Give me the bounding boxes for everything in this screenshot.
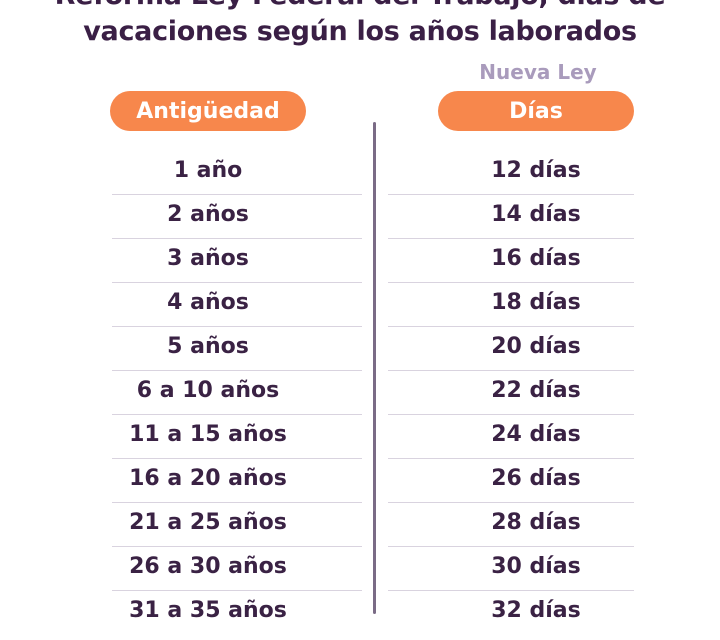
antiguedad-cell: 11 a 15 años xyxy=(129,422,287,447)
antiguedad-header: Antigüedad xyxy=(110,91,306,131)
row-separator xyxy=(388,414,634,415)
row-separator xyxy=(388,370,634,371)
antiguedad-cell: 26 a 30 años xyxy=(129,554,287,579)
table-row: 6 a 10 años 22 días xyxy=(0,369,720,415)
antiguedad-cell: 3 años xyxy=(167,246,249,271)
antiguedad-cell: 16 a 20 años xyxy=(129,466,287,491)
table-row: 1 año 12 días xyxy=(0,149,720,195)
table-row: 4 años 18 días xyxy=(0,281,720,327)
antiguedad-cell: 21 a 25 años xyxy=(129,510,287,535)
page-title: Reforma Ley Federal del Trabajo, días de… xyxy=(0,0,720,50)
row-separator xyxy=(112,326,362,327)
row-separator xyxy=(112,414,362,415)
row-separator xyxy=(112,370,362,371)
row-separator xyxy=(388,502,634,503)
dias-cell: 12 días xyxy=(491,158,581,183)
dias-cell: 18 días xyxy=(491,290,581,315)
dias-cell: 30 días xyxy=(491,554,581,579)
dias-cell: 32 días xyxy=(491,598,581,623)
row-separator xyxy=(112,238,362,239)
dias-cell: 20 días xyxy=(491,334,581,359)
table-row: 2 años 14 días xyxy=(0,193,720,239)
row-separator xyxy=(388,326,634,327)
antiguedad-cell: 1 año xyxy=(173,158,243,183)
antiguedad-cell: 4 años xyxy=(167,290,249,315)
column-divider xyxy=(373,122,376,614)
antiguedad-cell: 2 años xyxy=(167,202,249,227)
table-row: 11 a 15 años 24 días xyxy=(0,413,720,459)
row-separator xyxy=(388,238,634,239)
dias-header: Días xyxy=(438,91,634,131)
antiguedad-cell: 31 a 35 años xyxy=(129,598,287,623)
dias-cell: 22 días xyxy=(491,378,581,403)
table-row: 16 a 20 años 26 días xyxy=(0,457,720,503)
row-separator xyxy=(112,502,362,503)
row-separator xyxy=(388,282,634,283)
table-row: 3 años 16 días xyxy=(0,237,720,283)
row-separator xyxy=(112,458,362,459)
dias-cell: 14 días xyxy=(491,202,581,227)
dias-cell: 24 días xyxy=(491,422,581,447)
table-row: 31 a 35 años 32 días xyxy=(0,589,720,633)
antiguedad-cell: 5 años xyxy=(167,334,249,359)
title-line-1: Reforma Ley Federal del Trabajo, días de xyxy=(0,0,720,14)
table-row: 5 años 20 días xyxy=(0,325,720,371)
table-row: 21 a 25 años 28 días xyxy=(0,501,720,547)
row-separator xyxy=(112,546,362,547)
antiguedad-cell: 6 a 10 años xyxy=(136,378,280,403)
row-separator xyxy=(388,546,634,547)
nueva-ley-label: Nueva Ley xyxy=(479,60,597,84)
row-separator xyxy=(388,590,634,591)
row-separator xyxy=(112,282,362,283)
row-separator xyxy=(112,590,362,591)
dias-cell: 28 días xyxy=(491,510,581,535)
table-row: 26 a 30 años 30 días xyxy=(0,545,720,591)
title-line-2: vacaciones según los años laborados xyxy=(83,16,637,47)
dias-cell: 26 días xyxy=(491,466,581,491)
row-separator xyxy=(388,458,634,459)
dias-cell: 16 días xyxy=(491,246,581,271)
row-separator xyxy=(112,194,362,195)
row-separator xyxy=(388,194,634,195)
